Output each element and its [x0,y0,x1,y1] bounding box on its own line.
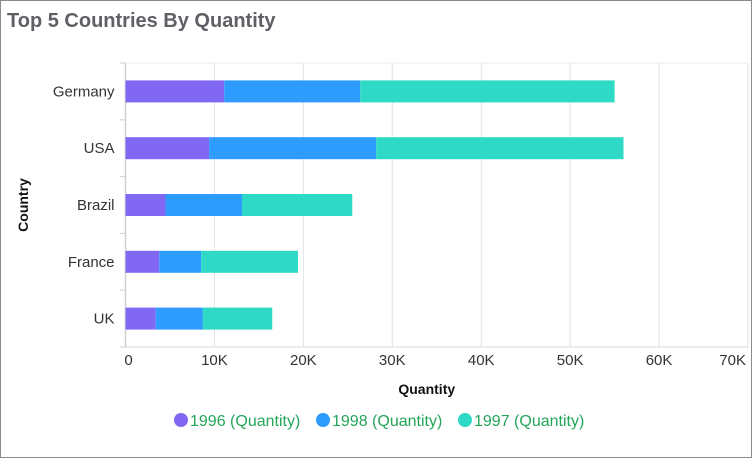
legend-item-label[interactable]: 1998 (Quantity) [332,413,442,430]
legend-item-label[interactable]: 1996 (Quantity) [190,413,300,430]
bar-germany-series-2 [360,80,615,103]
x-tick-label: 30K [379,352,406,369]
bar-brazil-series-1 [165,194,242,216]
bar-usa-series-2 [376,137,624,160]
bar-usa-series-1 [209,137,377,160]
chart-title: Top 5 Countries By Quantity [7,10,276,32]
x-tick-label: 50K [557,352,584,369]
legend-marker-icon[interactable] [458,413,472,427]
x-tick-label: 10K [201,352,228,369]
bar-germany-series-0 [125,80,225,103]
bar-germany-series-1 [224,80,361,103]
legend-marker-icon[interactable] [174,413,188,427]
y-tick-label-brazil: Brazil [77,197,115,214]
bar-uk-series-2 [202,307,273,330]
x-tick-label: 70K [719,352,746,369]
y-tick-label-france: France [68,254,115,271]
x-axis-title: Quantity [398,381,455,397]
y-tick-label-germany: Germany [53,83,115,100]
legend-marker-icon[interactable] [316,413,330,427]
bar-france-series-2 [201,250,299,273]
x-tick-label: 0 [124,352,132,369]
x-tick-label: 60K [646,352,673,369]
bar-france-series-1 [159,250,202,273]
bar-uk-series-0 [125,307,156,330]
y-axis-title: Country [15,178,31,232]
legend-item-label[interactable]: 1997 (Quantity) [474,413,584,430]
x-tick-label: 20K [290,352,317,369]
bar-uk-series-1 [155,307,203,330]
x-tick-label: 40K [468,352,495,369]
bar-france-series-0 [125,250,160,273]
y-tick-label-usa: USA [84,140,115,157]
y-tick-label-uk: UK [94,311,115,328]
bar-brazil-series-0 [125,194,166,216]
bar-usa-series-0 [125,137,210,160]
bar-brazil-series-2 [241,194,353,216]
